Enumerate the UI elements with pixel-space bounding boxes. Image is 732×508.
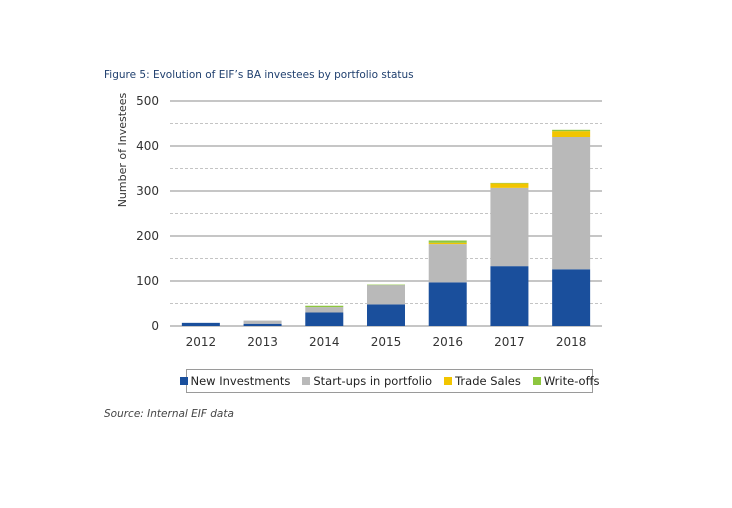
bar-segment-new-investments-2018 [552, 269, 591, 326]
figure-title: Figure 5: Evolution of EIF’s BA investee… [104, 69, 414, 81]
y-axis-ticks: 0 100 200 300 400 500 [136, 94, 159, 333]
x-tick-label: 2017 [494, 335, 525, 349]
bars [181, 129, 591, 326]
y-tick-label: 500 [136, 94, 159, 108]
legend-swatch [532, 377, 541, 385]
legend-swatch [444, 377, 453, 385]
bar-segment-write-offs-2018 [552, 129, 591, 132]
bar-segment-start-ups-in-portfolio-2017 [490, 187, 529, 267]
legend-label: New Investments [190, 374, 291, 388]
y-axis-label: Number of Investees [116, 92, 129, 207]
legend-item: Start-ups in portfolio [302, 374, 432, 388]
legend-label: Write-offs [543, 374, 600, 388]
y-tick-label: 200 [136, 229, 159, 243]
bar-segment-new-investments-2015 [367, 304, 405, 326]
bar-segment-start-ups-in-portfolio-2015 [367, 285, 405, 305]
bar-segment-write-offs-2017 [490, 182, 529, 184]
legend: New Investments Start-ups in portfolio Tra… [179, 369, 600, 393]
legend-label: Start-ups in portfolio [313, 374, 433, 388]
bar-segment-write-offs-2016 [428, 240, 467, 243]
bar-segment-new-investments-2014 [305, 312, 344, 326]
legend-item: New Investments [179, 374, 291, 388]
bar-segment-new-investments-2017 [490, 266, 529, 326]
bar-segment-trade-sales-2018 [552, 131, 591, 137]
x-tick-label: 2015 [371, 335, 402, 349]
bar-segment-start-ups-in-portfolio-2013 [243, 320, 282, 324]
bar-segment-trade-sales-2016 [428, 242, 467, 245]
bar-segment-start-ups-in-portfolio-2016 [428, 244, 467, 283]
legend-swatch [179, 377, 188, 385]
legend-label: Trade Sales [455, 374, 521, 388]
source-note: Source: Internal EIF data [104, 408, 234, 420]
y-tick-label: 0 [151, 319, 159, 333]
y-tick-label: 300 [136, 184, 159, 198]
y-tick-label: 100 [136, 274, 159, 288]
bar-segment-start-ups-in-portfolio-2014 [305, 307, 344, 313]
bar-segment-trade-sales-2017 [490, 183, 529, 188]
x-tick-label: 2014 [309, 335, 340, 349]
y-tick-label: 400 [136, 139, 159, 153]
bar-segment-write-offs-2015 [367, 284, 405, 286]
bar-segment-write-offs-2014 [305, 305, 344, 308]
legend-item: Trade Sales [444, 374, 521, 388]
x-tick-label: 2016 [432, 335, 463, 349]
x-axis-ticks: 2012 2013 2014 2015 2016 2017 2018 [186, 335, 587, 349]
legend-swatch [302, 377, 311, 385]
bar-segment-new-investments-2016 [428, 282, 467, 326]
bar-segment-start-ups-in-portfolio-2018 [552, 137, 591, 270]
x-tick-label: 2018 [556, 335, 587, 349]
x-tick-label: 2012 [186, 335, 217, 349]
bar-segment-new-investments-2012 [181, 322, 220, 326]
x-tick-label: 2013 [247, 335, 278, 349]
bar-segment-new-investments-2013 [243, 323, 282, 326]
legend-item: Write-offs [532, 374, 600, 388]
